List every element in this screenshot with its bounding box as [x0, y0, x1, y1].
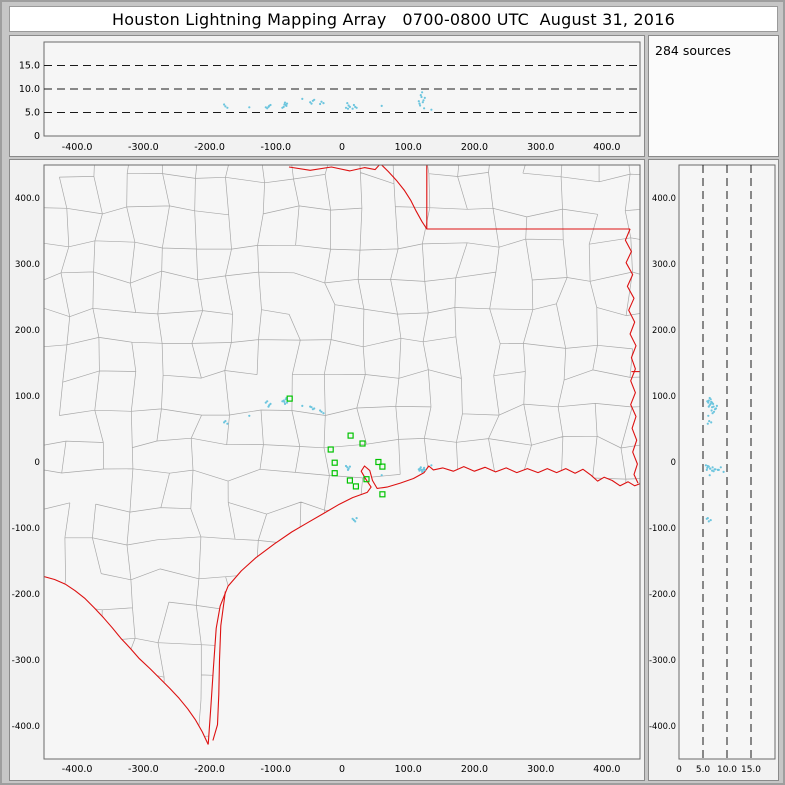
svg-text:5.0: 5.0 [25, 108, 40, 119]
svg-text:0: 0 [671, 457, 676, 467]
ns-plot-area [678, 164, 776, 760]
svg-text:-400.0: -400.0 [62, 142, 93, 153]
svg-text:-200.0: -200.0 [194, 764, 225, 775]
lma-station-markers [286, 395, 386, 498]
source-count-label: 284 sources [655, 43, 731, 58]
svg-text:-100.0: -100.0 [12, 524, 41, 534]
state-borders-and-coastline [44, 165, 640, 745]
ew-y-tick-labels: 0 5.0 10.0 15.0 [19, 61, 40, 143]
svg-text:200.0: 200.0 [461, 142, 488, 153]
ew-dashed-gridlines [44, 65, 640, 113]
ew-altitude-panel: 0 5.0 10.0 15.0 -400.0 -300.0 -200.0 -100.0 0 100… [9, 35, 645, 157]
svg-text:100.0: 100.0 [395, 764, 422, 775]
svg-text:200.0: 200.0 [15, 326, 41, 336]
svg-text:400.0: 400.0 [593, 142, 620, 153]
svg-text:-100.0: -100.0 [649, 523, 676, 533]
svg-text:-300.0: -300.0 [649, 655, 676, 665]
svg-text:10.0: 10.0 [19, 84, 40, 95]
ns-dashed-gridlines [702, 165, 752, 759]
svg-text:100.0: 100.0 [15, 392, 41, 402]
ew-altitude-plot: 0 5.0 10.0 15.0 -400.0 -300.0 -200.0 -100.0 0 100… [19, 41, 641, 153]
svg-text:400.0: 400.0 [652, 193, 676, 203]
svg-text:300.0: 300.0 [15, 260, 41, 270]
ew-plot-area [43, 41, 641, 137]
ns-altitude-panel: 400.0 300.0 200.0 100.0 0 -100.0 -200.0 -300.0 -… [648, 159, 779, 781]
svg-text:-200.0: -200.0 [649, 589, 676, 599]
svg-text:0: 0 [339, 142, 345, 153]
svg-text:-200.0: -200.0 [194, 142, 225, 153]
ns-lightning-source-points [704, 396, 725, 523]
map-plot-area [44, 165, 640, 759]
ns-x-tick-labels: 0 5.0 10.0 15.0 [676, 765, 761, 775]
svg-text:300.0: 300.0 [527, 764, 554, 775]
map-y-tick-labels: 400.0 300.0 200.0 100.0 0 -100.0 -200.0 -300.0 -… [12, 194, 41, 732]
svg-text:200.0: 200.0 [461, 764, 488, 775]
map-lightning-source-points [223, 396, 433, 523]
page-title: Houston Lightning Mapping Array 0700-080… [112, 9, 675, 29]
svg-text:200.0: 200.0 [652, 325, 676, 335]
svg-text:300.0: 300.0 [652, 259, 676, 269]
ew-x-tick-labels: -400.0 -300.0 -200.0 -100.0 0 100.0 200.0 300.0… [62, 142, 621, 153]
svg-text:-200.0: -200.0 [12, 590, 41, 600]
svg-text:-400.0: -400.0 [649, 721, 676, 731]
svg-text:400.0: 400.0 [593, 764, 620, 775]
ns-altitude-plot: 400.0 300.0 200.0 100.0 0 -100.0 -200.0 -300.0 -… [649, 164, 776, 775]
svg-text:-400.0: -400.0 [62, 764, 93, 775]
ns-y-tick-labels: 400.0 300.0 200.0 100.0 0 -100.0 -200.0 -300.0 -… [649, 193, 676, 731]
map-x-tick-labels: -400.0 -300.0 -200.0 -100.0 0 100.0 200.0 300.0… [62, 764, 621, 775]
svg-text:15.0: 15.0 [741, 765, 761, 775]
svg-text:0: 0 [34, 131, 40, 142]
svg-text:-100.0: -100.0 [260, 142, 291, 153]
svg-text:100.0: 100.0 [652, 391, 676, 401]
svg-text:5.0: 5.0 [696, 765, 711, 775]
plan-view-map-panel: 400.0 300.0 200.0 100.0 0 -100.0 -200.0 -300.0-… [9, 159, 645, 781]
title-bar: Houston Lightning Mapping Array 0700-080… [9, 6, 778, 32]
plan-view-map: 400.0300.0200.0100.00-100.0-200.0-300.0-… [12, 164, 641, 775]
svg-text:10.0: 10.0 [717, 765, 737, 775]
map-axis-frame [43, 164, 641, 760]
svg-text:0: 0 [339, 764, 345, 775]
svg-text:0: 0 [34, 458, 40, 468]
svg-text:-400.0: -400.0 [12, 722, 41, 732]
svg-text:-300.0: -300.0 [128, 764, 159, 775]
svg-text:0: 0 [676, 765, 682, 775]
source-count-panel: 284 sources [648, 35, 779, 157]
svg-text:100.0: 100.0 [395, 142, 422, 153]
svg-text:300.0: 300.0 [527, 142, 554, 153]
svg-text:400.0: 400.0 [15, 194, 41, 204]
svg-text:-300.0: -300.0 [128, 142, 159, 153]
ew-lightning-source-points [223, 91, 433, 111]
svg-text:-300.0: -300.0 [12, 656, 41, 666]
svg-text:-100.0: -100.0 [260, 764, 291, 775]
svg-text:15.0: 15.0 [19, 61, 40, 72]
